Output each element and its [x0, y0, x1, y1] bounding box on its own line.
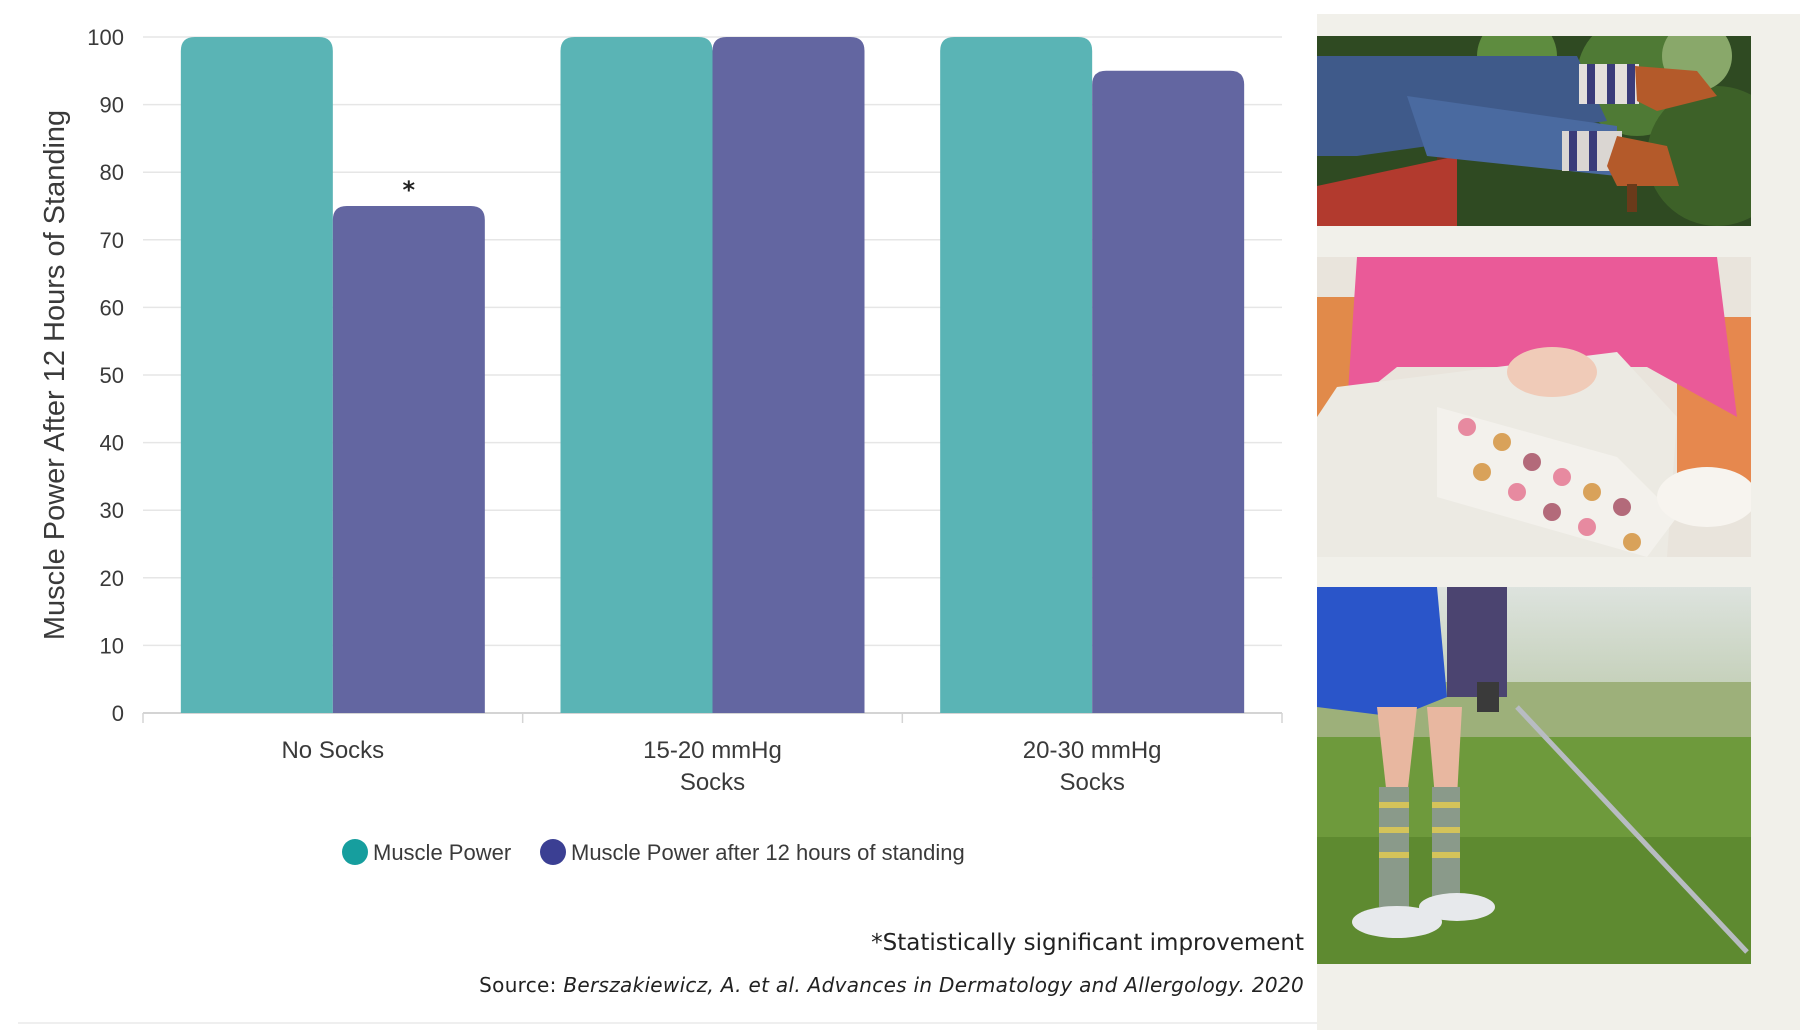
source-citation-text: Berszakiewicz, A. et al. Advances in Der… — [563, 973, 1304, 997]
x-category-label: 20-30 mmHg — [1023, 737, 1162, 764]
source-prefix: Source: — [479, 973, 564, 997]
bar — [332, 206, 485, 713]
bar — [712, 37, 865, 713]
significance-marker: * — [403, 176, 416, 204]
legend-marker — [540, 839, 566, 865]
legend-label: Muscle Power after 12 hours of standing — [571, 840, 965, 865]
x-category-label: Socks — [680, 769, 745, 796]
y-tick-label: 100 — [87, 25, 124, 50]
bar — [180, 37, 333, 713]
y-tick-label: 90 — [100, 93, 124, 118]
y-tick-label: 0 — [112, 701, 124, 726]
y-tick-label: 10 — [100, 633, 124, 658]
y-tick-label: 30 — [100, 498, 124, 523]
y-tick-label: 80 — [100, 160, 124, 185]
x-category-label: Socks — [1059, 769, 1124, 796]
x-category-label: 15-20 mmHg — [643, 737, 782, 764]
y-axis-title: Muscle Power After 12 Hours of Standing — [39, 110, 71, 640]
significance-footnote: *Statistically significant improvement — [871, 930, 1304, 956]
bottom-divider — [18, 1022, 1318, 1024]
bar-chart: 0 10 20 30 40 50 60 70 80 90 100 Muscle Power After… — [39, 25, 1283, 865]
y-tick-label: 60 — [100, 295, 124, 320]
x-category-label: No Socks — [281, 737, 384, 764]
legend-label: Muscle Power — [373, 840, 511, 865]
y-tick-label: 70 — [100, 228, 124, 253]
legend-marker — [342, 839, 368, 865]
y-tick-label: 40 — [100, 431, 124, 456]
y-tick-label: 50 — [100, 363, 124, 388]
bar — [940, 37, 1093, 713]
y-tick-label: 20 — [100, 566, 124, 591]
socks-with-clogs-photo — [1317, 36, 1751, 226]
bar — [1092, 70, 1245, 714]
photo-panel — [1317, 14, 1800, 1030]
source-citation: Source: Berszakiewicz, A. et al. Advance… — [479, 973, 1304, 997]
golfer-compression-socks-photo — [1317, 587, 1751, 964]
bar — [560, 37, 713, 713]
donut-print-socks-photo — [1317, 257, 1751, 557]
